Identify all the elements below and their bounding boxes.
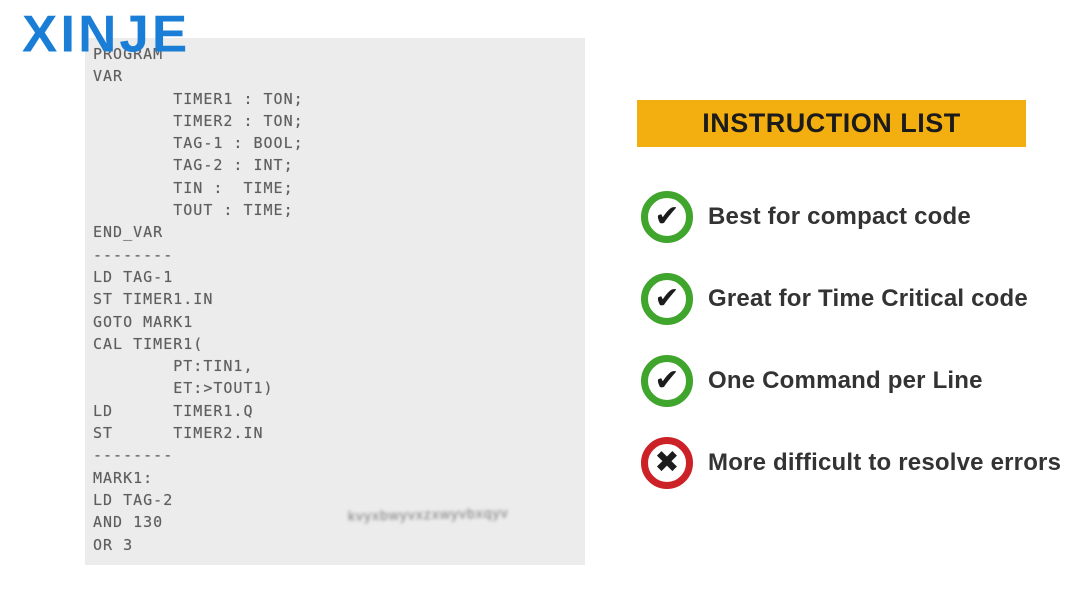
code-text: PROGRAM VAR TIMER1 : TON; TIMER2 : TON; …: [93, 45, 304, 554]
code-panel: PROGRAM VAR TIMER1 : TON; TIMER2 : TON; …: [85, 38, 585, 565]
instruction-list-title: INSTRUCTION LIST: [702, 108, 961, 138]
cross-circle-icon: ✖: [641, 437, 693, 489]
instruction-item: ✔ Great for Time Critical code: [641, 273, 1077, 325]
instruction-list-banner: INSTRUCTION LIST: [637, 100, 1026, 147]
instruction-panel: INSTRUCTION LIST ✔ Best for compact code…: [637, 100, 1077, 489]
xinje-logo: XINJE: [22, 5, 191, 64]
check-circle-icon: ✔: [641, 273, 693, 325]
instruction-item-label: One Command per Line: [708, 367, 983, 394]
instruction-item-label: Best for compact code: [708, 203, 971, 230]
instruction-item: ✖ More difficult to resolve errors: [641, 437, 1077, 489]
instruction-item: ✔ Best for compact code: [641, 191, 1077, 243]
instruction-item-label: Great for Time Critical code: [708, 285, 1028, 312]
instruction-item-label: More difficult to resolve errors: [708, 449, 1062, 476]
instruction-item: ✔ One Command per Line: [641, 355, 1077, 407]
blurred-watermark: [348, 504, 528, 526]
check-circle-icon: ✔: [641, 191, 693, 243]
check-circle-icon: ✔: [641, 355, 693, 407]
instruction-items: ✔ Best for compact code ✔ Great for Time…: [641, 191, 1077, 489]
